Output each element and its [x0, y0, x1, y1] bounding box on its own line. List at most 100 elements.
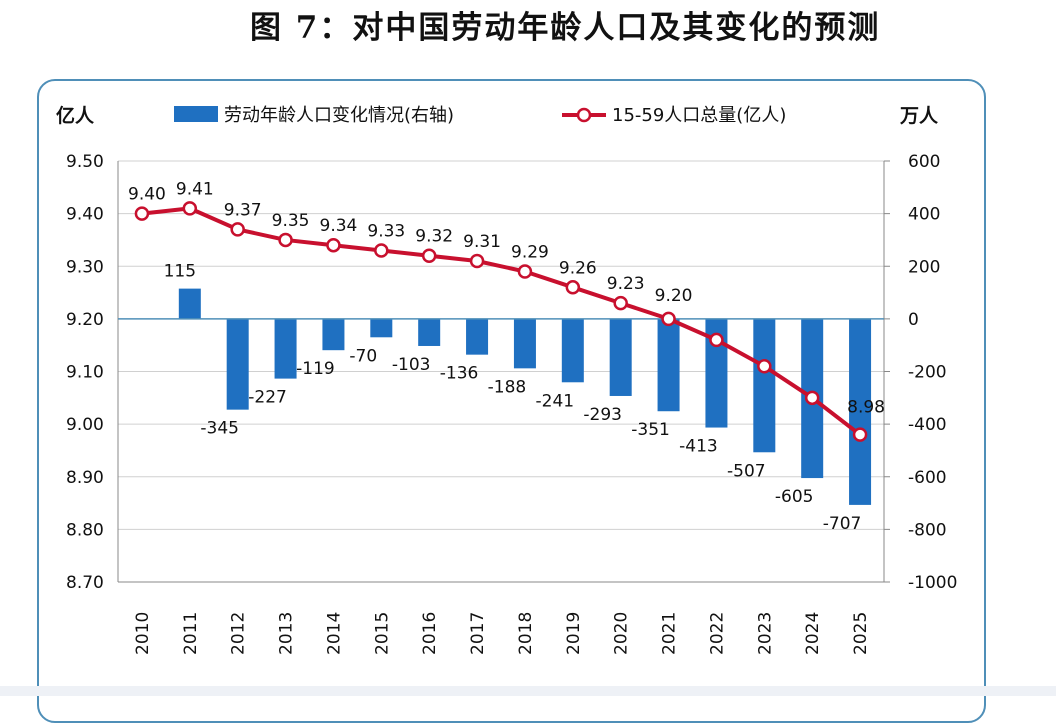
- left-tick-label: 9.10: [66, 363, 104, 383]
- bar-label-2022: -413: [679, 437, 718, 457]
- line-point-2024: [804, 390, 820, 406]
- bar-label-2011: 115: [164, 262, 196, 282]
- x-tick-label: 2025: [851, 612, 871, 655]
- line-point-2012: [230, 222, 245, 237]
- line-point-2022: [709, 332, 724, 348]
- bar-label-2015: -70: [349, 346, 377, 366]
- x-tick-label: 2021: [660, 612, 680, 655]
- line-series: [141, 206, 862, 437]
- x-tick-label: 2016: [420, 612, 440, 655]
- right-tick-label: -800: [908, 520, 947, 540]
- bar-label-2024: -605: [775, 487, 814, 507]
- line-point-2014: [326, 237, 341, 253]
- x-tick-label: 2017: [468, 612, 488, 655]
- bar-2021: [657, 318, 680, 412]
- legend-bar-label: 劳动年龄人口变化情况(右轴): [224, 105, 454, 126]
- x-tick-label: 2023: [755, 612, 775, 655]
- left-tick-label: 8.90: [66, 468, 104, 488]
- line-point-2018: [517, 264, 533, 279]
- line-label-2014: 9.34: [320, 216, 358, 236]
- line-point-2025: [852, 427, 868, 442]
- right-tick-label: 0: [908, 310, 919, 330]
- left-tick-label: 9.50: [66, 152, 104, 172]
- bar-label-2013: -227: [248, 388, 287, 408]
- bar-label-2014: -119: [296, 359, 335, 379]
- bar-2019: [561, 318, 584, 383]
- line-label-2021: 9.20: [655, 286, 693, 306]
- bar-2022: [705, 318, 728, 428]
- right-tick-label: -1000: [908, 573, 957, 593]
- line-point-2021: [661, 311, 676, 327]
- bar-2023: [753, 318, 776, 453]
- x-tick-label: 2024: [803, 612, 823, 655]
- legend-line-label: 15-59人口总量(亿人): [612, 105, 786, 126]
- left-tick-label: 9.20: [66, 310, 104, 330]
- x-tick-label: 2012: [229, 612, 249, 655]
- bar-2018: [513, 318, 536, 369]
- bottom-strip: [0, 686, 1056, 696]
- legend-line-marker: [576, 107, 592, 123]
- x-tick-label: 2015: [372, 612, 392, 655]
- line-point-2020: [613, 295, 628, 311]
- bar-2020: [609, 318, 632, 396]
- line-label-2018: 9.29: [511, 243, 549, 263]
- line-label-2011: 9.41: [176, 179, 214, 199]
- x-tick-label: 2020: [612, 612, 632, 655]
- bar-label-2016: -103: [392, 355, 431, 375]
- right-tick-label: -600: [908, 468, 947, 488]
- bar-label-2018: -188: [488, 377, 527, 397]
- left-axis-unit: 亿人: [56, 104, 95, 127]
- line-label-2010: 9.40: [128, 185, 166, 205]
- bar-label-2012: -345: [200, 419, 239, 439]
- bar-label-2023: -507: [727, 461, 766, 481]
- bar-label-2017: -136: [440, 364, 479, 384]
- left-tick-label: 8.80: [66, 520, 104, 540]
- line-point-2019: [565, 280, 581, 295]
- bar-2015: [370, 318, 393, 338]
- line-point-2015: [374, 243, 389, 258]
- right-tick-label: 400: [908, 205, 940, 225]
- line-point-2011: [182, 201, 198, 216]
- bar-label-2019: -241: [536, 391, 575, 411]
- line-label-2025: 8.98: [847, 398, 885, 418]
- right-tick-label: -200: [908, 363, 947, 383]
- x-tick-label: 2022: [707, 612, 727, 655]
- left-tick-label: 8.70: [66, 573, 104, 593]
- x-tick-label: 2018: [516, 612, 536, 655]
- bar-2013: [274, 318, 297, 379]
- legend-bar-swatch: [174, 106, 218, 122]
- line-label-2017: 9.31: [463, 232, 501, 252]
- chart: 9.50 9.40 9.30 9.20 9.10 9.00 8.90 8.80 8.70 600 4…: [56, 104, 957, 655]
- line-label-2020: 9.23: [607, 274, 645, 294]
- bar-label-2025: -707: [823, 514, 862, 534]
- right-axis-unit: 万人: [899, 105, 939, 127]
- bar-2017: [466, 318, 489, 355]
- bar-2016: [418, 318, 441, 346]
- bar-2012: [226, 318, 249, 410]
- line-point-2017: [469, 253, 485, 269]
- line-label-2013: 9.35: [272, 211, 310, 231]
- left-tick-label: 9.00: [66, 415, 104, 435]
- left-tick-label: 9.40: [66, 205, 104, 225]
- right-tick-label: 200: [908, 257, 940, 277]
- right-tick-label: 600: [908, 152, 940, 172]
- line-point-2010: [134, 206, 150, 221]
- bar-label-2020: -293: [583, 405, 622, 425]
- x-tick-label: 2013: [277, 612, 297, 655]
- x-tick-label: 2011: [181, 612, 201, 655]
- line-label-2012: 9.37: [224, 200, 262, 220]
- x-tick-label: 2010: [133, 612, 153, 655]
- x-tick-label: 2019: [564, 612, 584, 655]
- bar-2025: [849, 318, 872, 505]
- line-point-2013: [278, 232, 293, 248]
- line-label-2015: 9.33: [367, 221, 405, 241]
- bar-2014: [322, 318, 345, 351]
- chart-title: 图 7：对中国劳动年龄人口及其变化的预测: [250, 10, 881, 46]
- line-label-2016: 9.32: [415, 227, 453, 247]
- line-label-2019: 9.26: [559, 258, 597, 278]
- line-point-2016: [421, 248, 437, 263]
- line-point-2023: [757, 358, 772, 374]
- right-tick-label: -400: [908, 415, 947, 435]
- x-tick-label: 2014: [324, 612, 344, 655]
- left-tick-label: 9.30: [66, 257, 104, 277]
